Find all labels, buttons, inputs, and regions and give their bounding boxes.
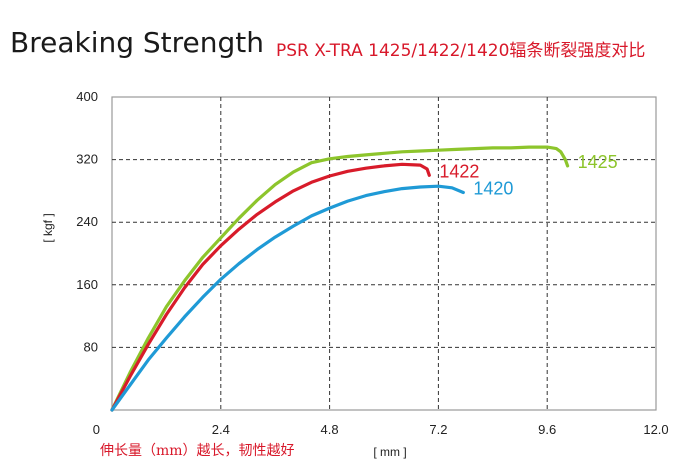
x-axis-label: [ mm ]	[373, 445, 406, 459]
y-tick-label: 320	[76, 152, 98, 167]
series-line-1425	[110, 145, 570, 412]
y-tick-label: 80	[84, 339, 98, 354]
y-tick-label: 400	[76, 89, 98, 104]
x-tick-label: 7.2	[429, 422, 447, 437]
series-label-1422: 1422	[439, 161, 479, 181]
series-lines	[110, 145, 570, 412]
chart-note: 伸长量（mm）越长，韧性越好	[100, 443, 295, 459]
series-line-1420	[110, 184, 465, 412]
x-tick-label: 12.0	[643, 422, 668, 437]
tick-labels: 80 160 240 320 400 0 2.4 4.8 7.2 9.6 12.0	[76, 89, 668, 437]
chart-title: Breaking Strength	[10, 26, 265, 59]
series-line-1422	[110, 162, 431, 412]
y-axis-label: [ kgf ]	[41, 213, 55, 242]
y-tick-label: 160	[76, 277, 98, 292]
chart-subtitle: PSR X-TRA 1425/1422/1420辐条断裂强度对比	[276, 41, 646, 61]
x-tick-label: 4.8	[321, 422, 339, 437]
x-tick-label: 2.4	[212, 422, 230, 437]
x-tick-label: 0	[93, 422, 100, 437]
series-label-1420: 1420	[473, 178, 513, 198]
grid-lines	[112, 97, 656, 410]
x-tick-label: 9.6	[538, 422, 556, 437]
plot-frame	[111, 96, 657, 411]
y-tick-label: 240	[76, 214, 98, 229]
series-label-1425: 1425	[578, 152, 618, 172]
